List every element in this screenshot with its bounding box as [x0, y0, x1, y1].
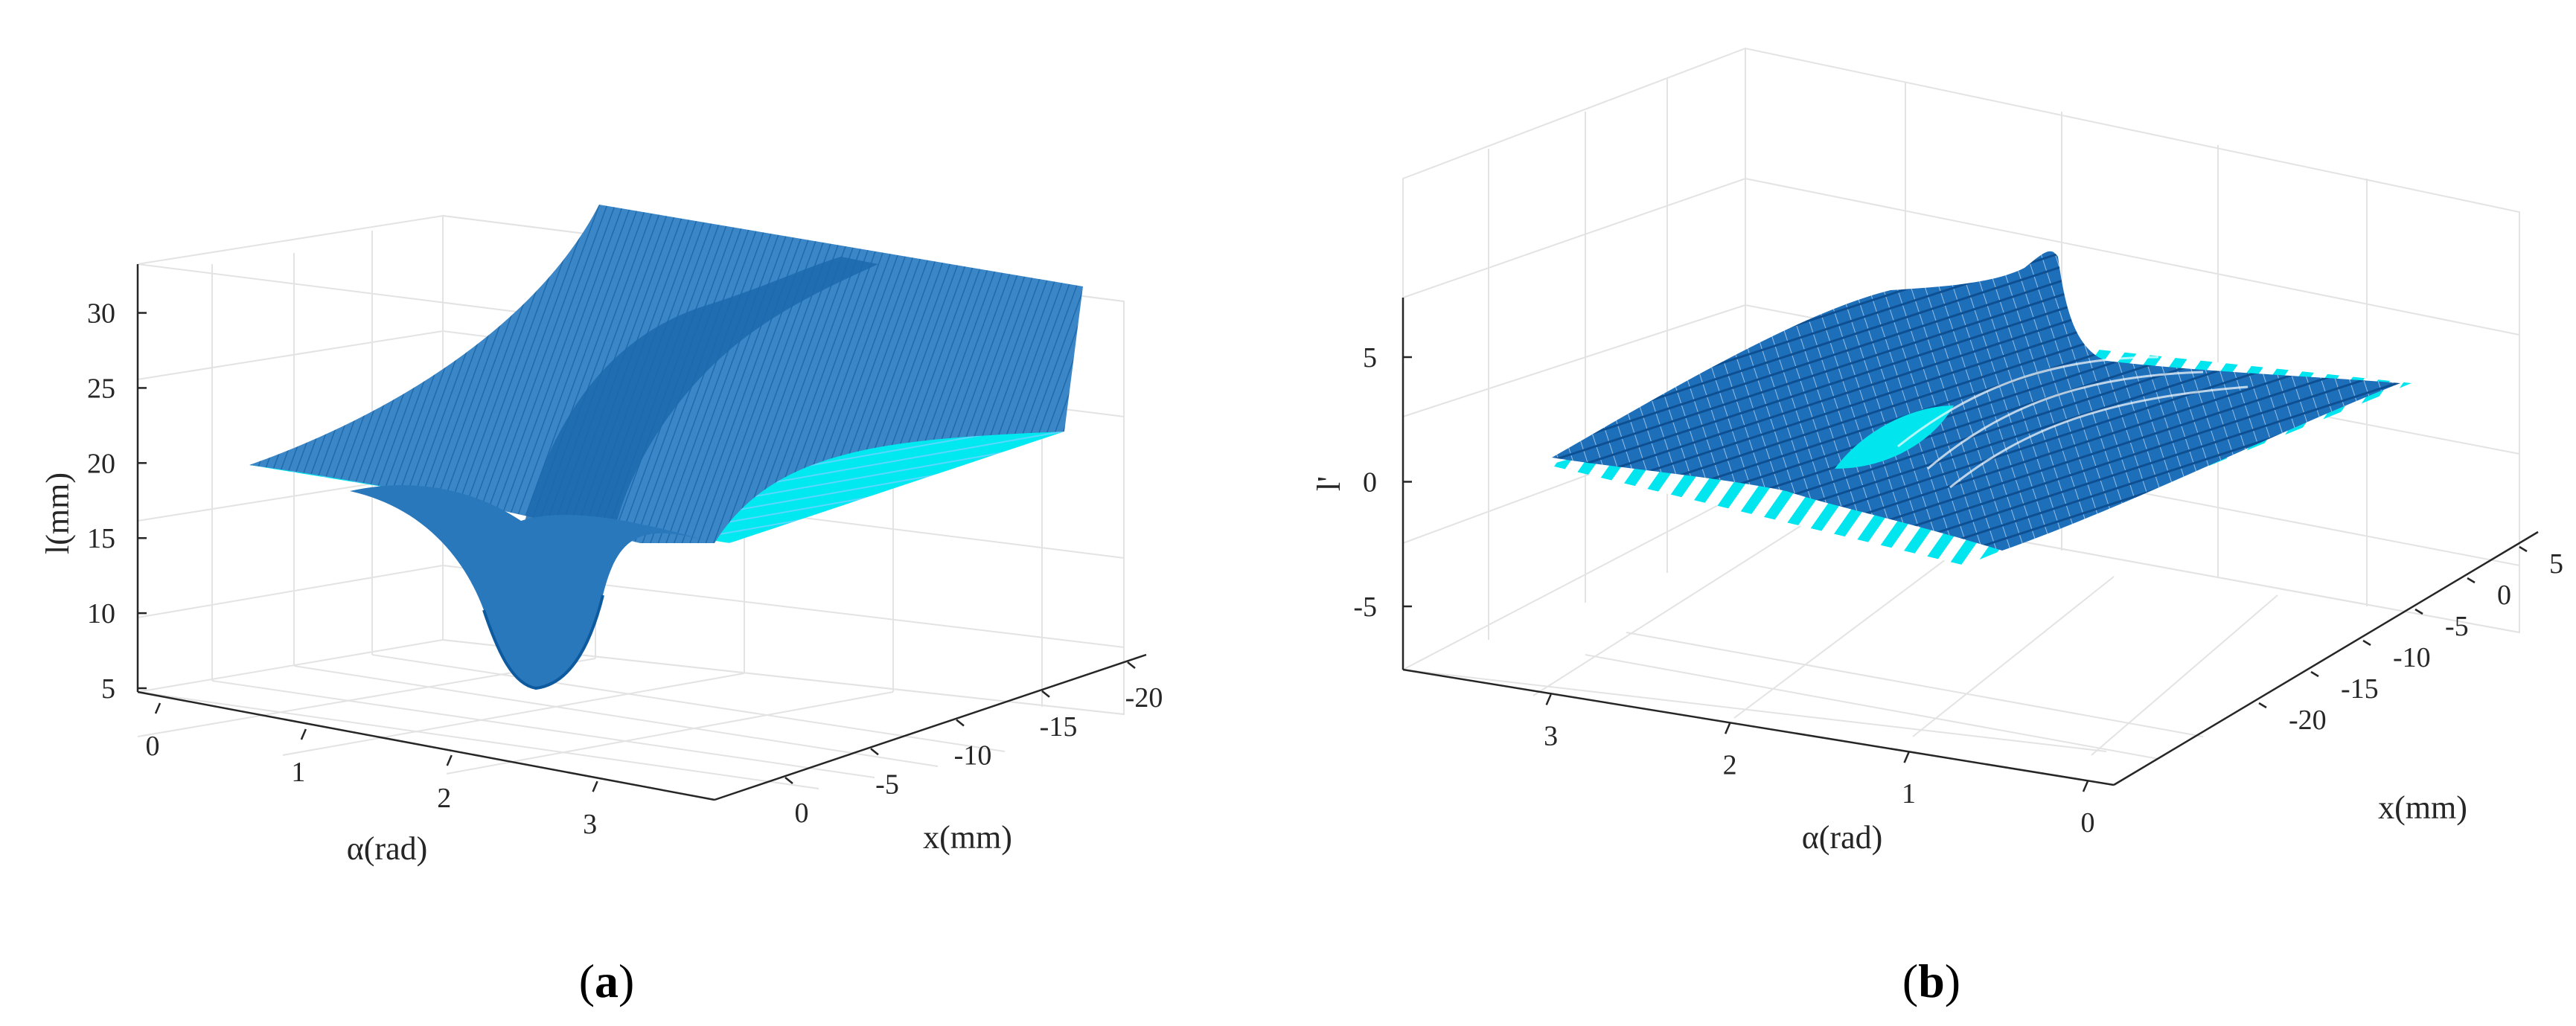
x-a-tick-mark-3: [1041, 690, 1050, 698]
alpha-a-tick-label-0: 0: [146, 731, 160, 762]
z-a-tick-label-0: 5: [101, 673, 115, 705]
x-b-tick-mark-5: [2258, 702, 2267, 709]
alpha-a-tick-mark-3: [592, 780, 598, 792]
panel-label-b: (b): [1902, 955, 1960, 1007]
alpha-b-tick-label-1: 2: [1723, 749, 1737, 780]
x-b-tick-label-0: 5: [2549, 548, 2563, 580]
x-a-tick-label-2: -10: [954, 740, 992, 772]
alpha-b-tick-mark-2: [1903, 751, 1910, 763]
z-a-tick-label-4: 25: [87, 373, 115, 404]
x-b-tick-label-3: -10: [2393, 642, 2431, 673]
x-a-tick-label-1: -5: [875, 769, 899, 800]
z-axis-label-a: l(mm): [39, 472, 76, 554]
alpha-a-tick-mark-2: [446, 754, 453, 766]
x-b-tick-mark-3: [2362, 639, 2371, 647]
x-b-tick-mark-2: [2414, 608, 2423, 615]
z-a-tick-label-5: 30: [87, 298, 115, 330]
axes-a: 5 10 15 20 25 30 0 1 2 3 0 -5 -10 -15 -20: [87, 264, 1163, 840]
alpha-a-tick-label-3: 3: [583, 809, 597, 840]
x-b-tick-label-4: -15: [2341, 673, 2379, 705]
z-a-tick-label-2: 15: [87, 523, 115, 554]
x-a-tick-mark-0: [784, 777, 793, 784]
x-axis-label-a: x(mm): [923, 819, 1012, 856]
z-a-tick-label-1: 10: [87, 598, 115, 629]
x-a-tick-label-3: -15: [1040, 711, 1078, 743]
x-b-tick-mark-0: [2519, 545, 2528, 553]
surface-b: [1552, 251, 2400, 551]
alpha-b-tick-mark-3: [2082, 780, 2089, 792]
z-b-tick-label-2: -5: [1353, 591, 1377, 623]
alpha-a-tick-mark-0: [154, 702, 162, 714]
x-a-tick-mark-4: [1127, 661, 1136, 669]
alpha-b-tick-label-3: 0: [2081, 807, 2095, 839]
x-b-tick-label-2: -5: [2445, 611, 2469, 642]
alpha-a-tick-mark-1: [300, 728, 307, 740]
lens-b: [1835, 405, 1954, 469]
x-b-tick-mark-4: [2310, 670, 2319, 678]
x-a-tick-label-4: -20: [1125, 682, 1163, 714]
alpha-b-tick-mark-1: [1724, 722, 1731, 734]
z-a-tick-label-3: 20: [87, 448, 115, 479]
x-a-tick-mark-1: [870, 748, 879, 756]
x-b-tick-label-1: 0: [2497, 580, 2511, 611]
alpha-b-tick-mark-0: [1545, 693, 1552, 705]
alpha-a-tick-label-1: 1: [291, 757, 305, 788]
x-axis-label-b: x(mm): [2378, 789, 2467, 826]
panel-a: 5 10 15 20 25 30 0 1 2 3 0 -5 -10 -15 -20 l(mm) α(ra…: [39, 205, 1163, 1007]
alpha-axis-label-a: α(rad): [347, 830, 428, 867]
x-a-tick-label-0: 0: [795, 798, 809, 829]
surface-a-ridge: [521, 257, 878, 551]
z-b-tick-label-1: 0: [1363, 467, 1377, 498]
panel-label-a: (a): [579, 955, 635, 1007]
z-b-tick-label-0: 5: [1363, 342, 1377, 373]
surface-a-trough: [350, 485, 715, 688]
x-b-tick-label-5: -20: [2289, 705, 2327, 736]
alpha-a-tick-label-2: 2: [437, 783, 451, 814]
alpha-b-tick-label-2: 1: [1902, 778, 1916, 809]
x-b-tick-mark-1: [2467, 577, 2476, 584]
x-a-tick-mark-2: [956, 719, 965, 727]
alpha-axis-label-b: α(rad): [1802, 819, 1883, 856]
z-axis-label-b: l': [1311, 476, 1347, 491]
alpha-b-tick-label-0: 3: [1544, 720, 1558, 751]
